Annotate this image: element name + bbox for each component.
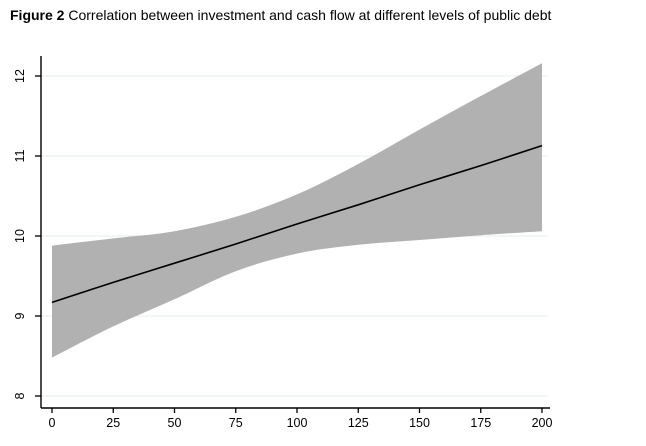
y-tick-label-8: 8 [13, 392, 27, 399]
x-tick-label-150: 150 [409, 416, 430, 430]
x-tick-label-175: 175 [470, 416, 491, 430]
figure-title-text: Correlation between investment and cash … [64, 7, 552, 23]
x-tick-label-75: 75 [229, 416, 243, 430]
x-tick-label-25: 25 [106, 416, 120, 430]
fit-line [51, 144, 543, 304]
y-tick-label-11: 11 [13, 149, 27, 162]
x-tick-label-50: 50 [168, 416, 182, 430]
x-tick-label-0: 0 [49, 416, 56, 430]
figure-title-prefix: Figure 2 [10, 7, 65, 23]
y-tick-label-10: 10 [13, 229, 27, 243]
figure-title: Figure 2 Correlation between investment … [10, 7, 551, 23]
y-tick-label-12: 12 [13, 69, 27, 83]
y-tick-label-9: 9 [13, 312, 27, 319]
confidence-band [52, 63, 542, 358]
x-tick-label-125: 125 [348, 416, 369, 430]
x-tick-label-100: 100 [287, 416, 308, 430]
x-tick-label-200: 200 [532, 416, 553, 430]
